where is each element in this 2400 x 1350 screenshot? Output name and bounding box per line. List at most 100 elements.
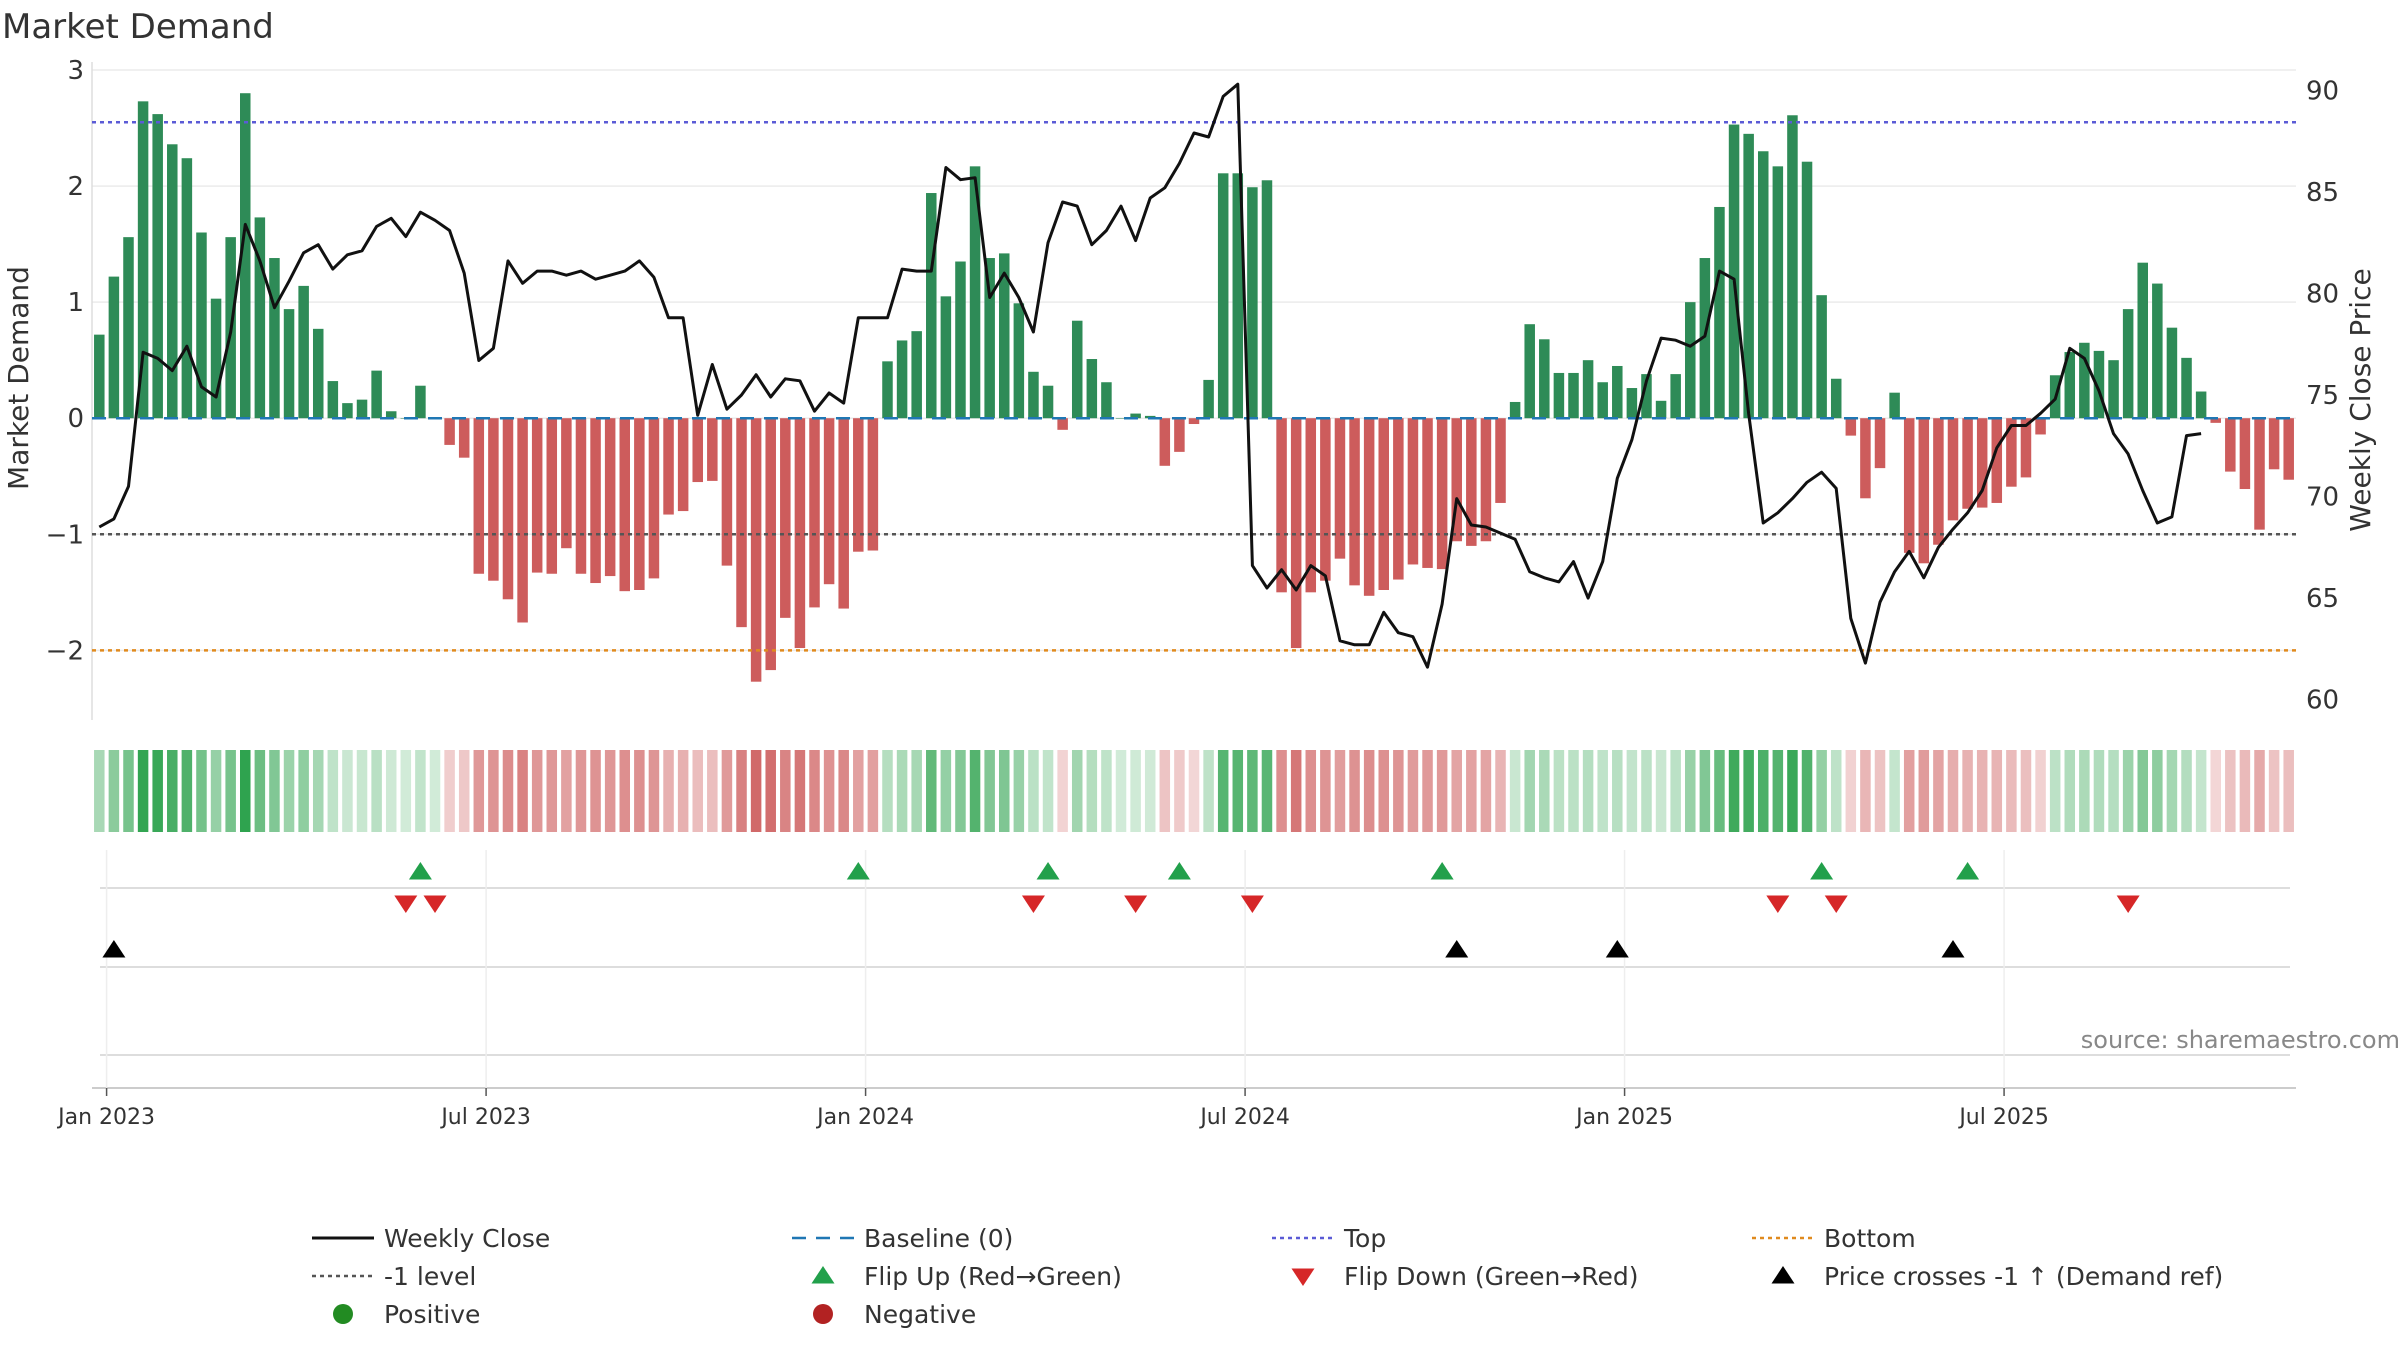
demand-bar [1641, 374, 1652, 419]
heat-cell [1801, 750, 1813, 832]
demand-bar [517, 418, 528, 623]
demand-bar [1466, 418, 1477, 546]
demand-bar [269, 258, 280, 419]
heat-cell [1028, 750, 1039, 832]
heat-cell [853, 750, 864, 832]
demand-bar [1247, 187, 1258, 419]
demand-bar [2283, 418, 2294, 480]
demand-bar [2137, 262, 2148, 419]
y-tick-label: −1 [46, 520, 84, 550]
demand-bar [1524, 324, 1535, 419]
demand-bar [502, 418, 514, 600]
demand-bar [1860, 418, 1871, 499]
y-axis-label: Market Demand [2, 266, 35, 490]
flip-up-marker [846, 862, 870, 880]
demand-bar [1480, 418, 1492, 542]
heat-cell [1042, 750, 1054, 832]
heat-cell [1655, 750, 1667, 832]
demand-bar [780, 418, 791, 618]
heat-cell [1714, 750, 1725, 832]
legend-label: Weekly Close [384, 1224, 550, 1253]
heat-cell [677, 750, 689, 832]
demand-bar [1086, 359, 1098, 419]
heat-cell [429, 750, 441, 832]
demand-bar [1772, 166, 1784, 419]
demand-bar [838, 418, 849, 609]
heat-cell [152, 750, 163, 832]
heat-cell [1261, 750, 1273, 832]
heat-cell [1086, 750, 1098, 832]
heat-cell [1407, 750, 1419, 832]
demand-bar [2166, 327, 2178, 419]
heat-cell [1305, 750, 1317, 832]
heat-cell [167, 750, 178, 832]
heat-cell [794, 750, 806, 832]
heat-cell [342, 750, 353, 832]
demand-bar [896, 340, 908, 419]
heat-cell [1757, 750, 1769, 832]
demand-bar [2254, 418, 2265, 530]
y2-tick-label: 70 [2306, 483, 2339, 513]
demand-bar [955, 261, 966, 419]
y2-tick-label: 85 [2306, 178, 2339, 208]
x-tick-label: Jan 2024 [815, 1105, 914, 1130]
demand-bar [385, 411, 397, 419]
flip-down-marker [423, 895, 447, 913]
heat-cell [458, 750, 470, 832]
heat-cell [356, 750, 368, 832]
legend-flip-down-icon [1291, 1268, 1315, 1286]
demand-bar [458, 418, 470, 458]
heat-cell [210, 750, 222, 832]
demand-bar [1947, 418, 1959, 521]
heat-cell [400, 750, 412, 832]
demand-bar [210, 298, 222, 419]
heat-cell [809, 750, 820, 832]
demand-bar [1276, 418, 1287, 593]
demand-bar [1290, 418, 1302, 649]
legend-label: Flip Down (Green→Red) [1344, 1262, 1639, 1291]
demand-bar [1597, 382, 1608, 419]
heat-cell [692, 750, 703, 832]
heat-cell [1889, 750, 1900, 832]
demand-bar [1830, 378, 1842, 419]
demand-bar [1159, 418, 1171, 466]
heat-cell [1349, 750, 1360, 832]
heat-cell [1539, 750, 1550, 832]
heat-cell [1845, 750, 1857, 832]
y-tick-label: 3 [67, 56, 84, 86]
heat-cell [750, 750, 762, 832]
heat-cell [371, 750, 382, 832]
legend-label: Baseline (0) [864, 1224, 1013, 1253]
flip-down-marker [1766, 895, 1790, 913]
heat-cell [838, 750, 849, 832]
demand-bar [867, 418, 879, 551]
demand-bar [1436, 418, 1448, 570]
heat-cell [634, 750, 645, 832]
legend-label: Price crosses -1 ↑ (Demand ref) [1824, 1262, 2223, 1291]
heat-cell [546, 750, 558, 832]
demand-bar [473, 418, 485, 574]
heat-cell [2006, 750, 2017, 832]
heat-cell [1174, 750, 1185, 832]
heat-cell [1787, 750, 1798, 832]
demand-bar [2122, 309, 2134, 419]
demand-bar [2093, 350, 2105, 419]
demand-bar [298, 285, 309, 419]
legend-positive-dot [333, 1304, 353, 1324]
demand-bar [2210, 418, 2221, 423]
demand-bar [1232, 173, 1244, 419]
heat-cell [1816, 750, 1827, 832]
demand-bar [1874, 418, 1886, 469]
demand-bar [1378, 418, 1390, 590]
heat-cell [2108, 750, 2119, 832]
flip-down-marker [1124, 895, 1148, 913]
legend-label: Flip Up (Red→Green) [864, 1262, 1122, 1291]
heat-cell [1334, 750, 1346, 832]
heat-cell [1743, 750, 1754, 832]
flip-up-marker [1430, 862, 1454, 880]
heat-cell [2195, 750, 2207, 832]
demand-bar [1115, 418, 1127, 419]
demand-bar [2225, 418, 2236, 472]
chart-title: Market Demand [2, 7, 274, 47]
